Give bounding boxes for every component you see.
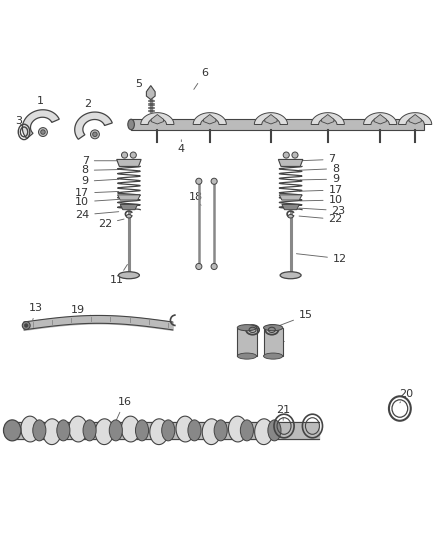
Ellipse shape [280, 272, 301, 279]
Circle shape [93, 132, 97, 136]
Polygon shape [255, 419, 273, 445]
Bar [264, 328, 283, 356]
Polygon shape [374, 115, 386, 124]
Circle shape [22, 321, 30, 329]
Text: 14: 14 [270, 336, 286, 350]
Circle shape [196, 178, 202, 184]
Ellipse shape [264, 325, 283, 331]
Ellipse shape [268, 420, 281, 441]
Circle shape [283, 152, 289, 158]
Text: 21: 21 [276, 405, 290, 421]
Circle shape [292, 152, 298, 158]
Bar [237, 328, 257, 356]
Text: 17: 17 [75, 188, 119, 198]
Text: 16: 16 [115, 397, 132, 424]
Polygon shape [121, 416, 140, 442]
Ellipse shape [57, 420, 70, 441]
Polygon shape [204, 115, 216, 124]
Text: 3: 3 [15, 116, 22, 126]
Polygon shape [120, 205, 138, 209]
Circle shape [211, 178, 217, 184]
Text: 2: 2 [84, 99, 91, 116]
Text: 13: 13 [29, 303, 43, 320]
Text: 8: 8 [82, 165, 119, 175]
Polygon shape [95, 419, 114, 445]
Polygon shape [75, 112, 112, 139]
Circle shape [38, 127, 47, 136]
Text: 18: 18 [189, 191, 203, 205]
Circle shape [211, 263, 217, 270]
Polygon shape [176, 416, 194, 442]
Ellipse shape [240, 420, 253, 441]
Text: 9: 9 [82, 176, 119, 187]
Polygon shape [265, 115, 277, 124]
Text: 4: 4 [178, 140, 185, 155]
Polygon shape [117, 159, 141, 166]
Text: 5: 5 [135, 79, 149, 90]
Text: 1: 1 [37, 96, 44, 115]
Polygon shape [202, 419, 221, 445]
Text: 7: 7 [82, 156, 119, 166]
Polygon shape [278, 159, 303, 166]
Polygon shape [364, 112, 397, 125]
Text: 6: 6 [194, 68, 208, 90]
Ellipse shape [264, 353, 283, 359]
Circle shape [196, 263, 202, 270]
Polygon shape [22, 110, 59, 139]
Text: 17: 17 [299, 185, 343, 195]
Ellipse shape [126, 214, 132, 218]
Ellipse shape [162, 420, 175, 441]
Polygon shape [229, 416, 247, 442]
Polygon shape [193, 112, 226, 125]
Polygon shape [311, 112, 344, 125]
Polygon shape [151, 115, 163, 124]
Text: 22: 22 [299, 214, 343, 224]
Polygon shape [21, 416, 39, 442]
Ellipse shape [118, 272, 139, 279]
Polygon shape [399, 112, 432, 125]
Circle shape [121, 152, 128, 158]
Text: 10: 10 [300, 195, 343, 205]
Polygon shape [141, 112, 174, 125]
Text: 24: 24 [75, 210, 119, 220]
Polygon shape [150, 419, 168, 445]
Circle shape [90, 130, 99, 139]
Bar [131, 119, 424, 130]
Ellipse shape [237, 325, 257, 331]
Text: 22: 22 [98, 219, 124, 229]
Polygon shape [409, 115, 421, 124]
Polygon shape [118, 195, 140, 200]
Text: 20: 20 [399, 389, 413, 403]
Ellipse shape [135, 420, 149, 441]
Ellipse shape [214, 420, 227, 441]
Polygon shape [254, 112, 288, 125]
Ellipse shape [237, 353, 257, 359]
Ellipse shape [109, 420, 122, 441]
Text: 23: 23 [299, 206, 346, 215]
Text: 11: 11 [110, 264, 128, 286]
Text: 12: 12 [296, 254, 347, 264]
Polygon shape [146, 86, 155, 100]
Text: 15: 15 [279, 310, 313, 326]
Ellipse shape [83, 420, 96, 441]
Text: 7: 7 [302, 155, 336, 165]
Text: 10: 10 [75, 197, 119, 207]
Circle shape [24, 324, 28, 327]
Text: 8: 8 [299, 164, 339, 174]
Ellipse shape [288, 214, 293, 218]
Polygon shape [279, 195, 302, 200]
Polygon shape [322, 115, 334, 124]
Ellipse shape [33, 420, 46, 441]
Circle shape [41, 130, 45, 134]
Text: 19: 19 [71, 305, 91, 316]
Ellipse shape [128, 119, 135, 130]
Text: 9: 9 [300, 174, 339, 184]
Polygon shape [43, 419, 61, 445]
Circle shape [130, 152, 136, 158]
Polygon shape [282, 205, 299, 209]
Ellipse shape [188, 420, 201, 441]
Ellipse shape [3, 420, 21, 441]
Polygon shape [69, 416, 87, 442]
